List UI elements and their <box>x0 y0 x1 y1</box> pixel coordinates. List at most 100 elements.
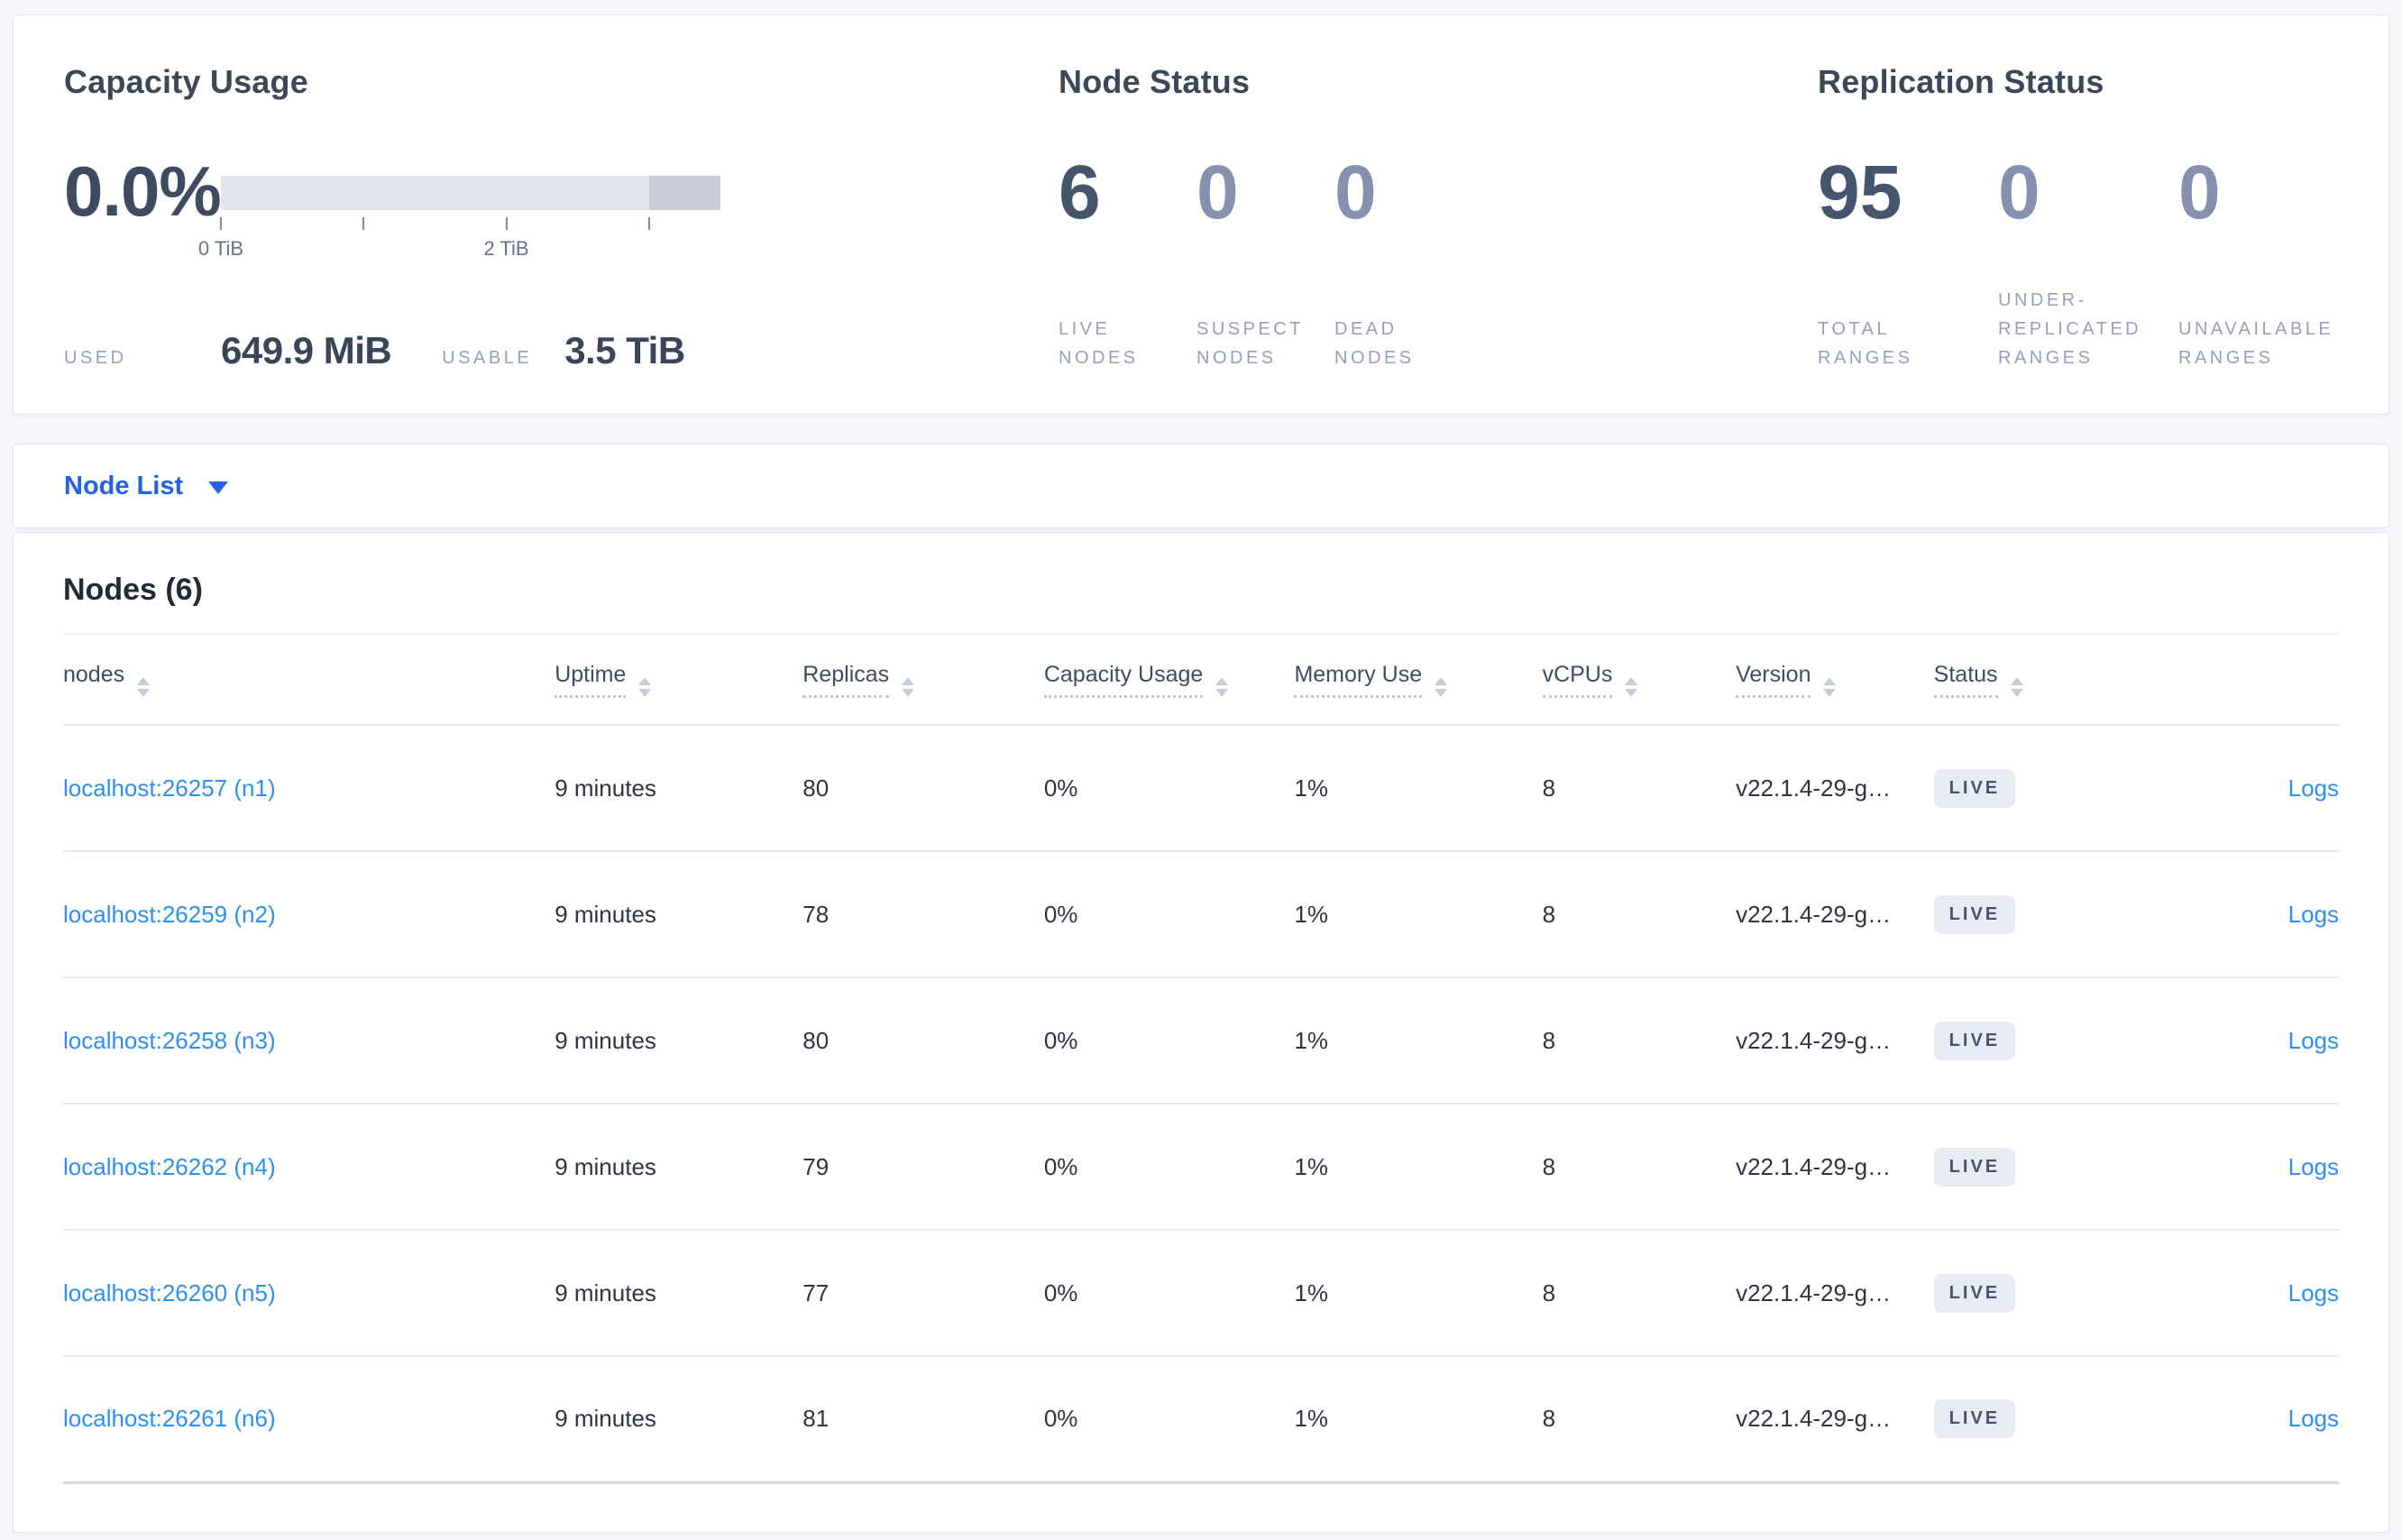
nodes-table-card: Nodes (6) nodes Uptime Replicas <box>13 532 2389 1533</box>
total-ranges-stat: 95 TOTAL RANGES <box>1818 154 1998 372</box>
nodes-table-heading: Nodes (6) <box>63 573 203 607</box>
logs-link[interactable]: Logs <box>2287 900 2339 928</box>
uptime-cell: 9 minutes <box>555 1356 803 1484</box>
replicas-cell: 77 <box>802 1230 1044 1357</box>
view-selector-label: Node List <box>64 471 184 500</box>
logs-link[interactable]: Logs <box>2287 1279 2339 1306</box>
view-selector-dropdown[interactable]: Node List <box>13 444 2389 528</box>
axis-tick-label: 0 TiB <box>197 237 244 260</box>
uptime-cell: 9 minutes <box>555 725 803 852</box>
column-header-vcpus[interactable]: vCPUs <box>1542 635 1737 726</box>
used-label: USED <box>64 348 127 368</box>
logs-link[interactable]: Logs <box>2287 774 2339 802</box>
sort-icon <box>1435 677 1448 697</box>
status-badge: LIVE <box>1933 1399 2016 1439</box>
suspect-nodes-label: SUSPECT NODES <box>1196 319 1304 368</box>
node-link[interactable]: localhost:26260 (n5) <box>63 1279 276 1306</box>
chevron-down-icon <box>208 481 229 494</box>
capacity-usage-section: Capacity Usage 0.0% 0 TiB <box>64 62 1059 372</box>
vcpus-cell: 8 <box>1542 851 1737 978</box>
replicas-cell: 81 <box>802 1356 1044 1484</box>
version-cell: v22.1.4-29-g… <box>1736 851 1934 978</box>
column-header-memory-use[interactable]: Memory Use <box>1294 635 1543 726</box>
memory-use-cell: 1% <box>1294 725 1543 852</box>
node-link[interactable]: localhost:26262 (n4) <box>63 1152 276 1180</box>
logs-link[interactable]: Logs <box>2287 1026 2339 1054</box>
capacity-usage-bar: 0 TiB 2 TiB <box>198 154 720 270</box>
replicas-cell: 78 <box>802 851 1044 978</box>
capacity-usage-title: Capacity Usage <box>64 63 308 100</box>
column-header-version[interactable]: Version <box>1736 635 1934 726</box>
dead-nodes-value: 0 <box>1334 150 1377 234</box>
status-badge: LIVE <box>1933 1021 2016 1060</box>
status-badge: LIVE <box>1933 1147 2016 1187</box>
replication-status-title: Replication Status <box>1818 63 2104 100</box>
table-row: localhost:26258 (n3) 9 minutes 80 0% 1% … <box>63 977 2339 1105</box>
unavailable-ranges-stat: 0 UNAVAILABLE RANGES <box>2178 154 2333 372</box>
node-link[interactable]: localhost:26261 (n6) <box>63 1405 276 1433</box>
table-row: localhost:26262 (n4) 9 minutes 79 0% 1% … <box>63 1104 2339 1231</box>
suspect-nodes-stat: 0 SUSPECT NODES <box>1196 154 1334 372</box>
used-value: 649.9 MiB <box>221 329 392 371</box>
node-link[interactable]: localhost:26257 (n1) <box>63 774 276 802</box>
column-header-replicas[interactable]: Replicas <box>802 635 1044 726</box>
version-cell: v22.1.4-29-g… <box>1736 977 1934 1105</box>
node-status-section: Node Status 6 LIVE NODES 0 SUSPECT NODES… <box>1059 62 1818 372</box>
uptime-cell: 9 minutes <box>555 1230 803 1357</box>
capacity-usage-cell: 0% <box>1043 1104 1295 1231</box>
capacity-usage-cell: 0% <box>1043 725 1295 852</box>
capacity-bar-axis: 0 TiB 2 TiB <box>198 217 720 270</box>
replicas-cell: 80 <box>802 725 1044 852</box>
usable-label: USABLE <box>442 348 533 368</box>
under-replicated-ranges-label: UNDER- REPLICATED RANGES <box>1998 290 2142 368</box>
total-ranges-label: TOTAL RANGES <box>1818 319 1913 368</box>
sort-icon <box>137 677 151 697</box>
suspect-nodes-value: 0 <box>1196 150 1239 234</box>
version-cell: v22.1.4-29-g… <box>1736 1356 1934 1484</box>
sort-icon <box>638 677 652 697</box>
vcpus-cell: 8 <box>1542 977 1737 1105</box>
status-badge: LIVE <box>1933 768 2016 808</box>
uptime-cell: 9 minutes <box>555 977 803 1105</box>
live-nodes-value: 6 <box>1059 150 1101 234</box>
column-header-uptime[interactable]: Uptime <box>555 635 803 726</box>
sort-icon <box>902 677 915 697</box>
dead-nodes-stat: 0 DEAD NODES <box>1334 154 1472 372</box>
table-row: localhost:26260 (n5) 9 minutes 77 0% 1% … <box>63 1230 2339 1357</box>
sort-icon <box>1215 677 1229 697</box>
version-cell: v22.1.4-29-g… <box>1736 1104 1934 1231</box>
cluster-overview-card: Capacity Usage 0.0% 0 TiB <box>13 14 2389 415</box>
vcpus-cell: 8 <box>1542 1104 1737 1231</box>
node-link[interactable]: localhost:26258 (n3) <box>63 1026 276 1054</box>
axis-tick-label: 2 TiB <box>483 237 529 260</box>
axis-tick <box>505 217 508 230</box>
usable-value: 3.5 TiB <box>564 329 685 371</box>
table-row: localhost:26257 (n1) 9 minutes 80 0% 1% … <box>63 725 2339 852</box>
column-header-logs <box>2127 635 2339 726</box>
sort-icon <box>2010 677 2023 697</box>
column-header-capacity-usage[interactable]: Capacity Usage <box>1043 635 1295 726</box>
replicas-cell: 79 <box>802 1104 1044 1231</box>
node-link[interactable]: localhost:26259 (n2) <box>63 900 276 928</box>
axis-tick <box>647 217 650 230</box>
capacity-usage-cell: 0% <box>1043 1230 1295 1357</box>
dead-nodes-label: DEAD NODES <box>1334 319 1415 368</box>
memory-use-cell: 1% <box>1294 977 1543 1105</box>
column-header-status[interactable]: Status <box>1933 635 2128 726</box>
logs-link[interactable]: Logs <box>2287 1152 2339 1180</box>
node-status-title: Node Status <box>1059 63 1251 100</box>
vcpus-cell: 8 <box>1542 725 1737 852</box>
heading-divider <box>63 633 2339 635</box>
logs-link[interactable]: Logs <box>2287 1405 2339 1433</box>
memory-use-cell: 1% <box>1294 851 1543 978</box>
status-badge: LIVE <box>1933 894 2016 934</box>
total-ranges-value: 95 <box>1818 150 1902 234</box>
under-replicated-ranges-stat: 0 UNDER- REPLICATED RANGES <box>1998 154 2178 372</box>
nodes-table: nodes Uptime Replicas Capacity Usage Mem… <box>63 635 2339 1484</box>
memory-use-cell: 1% <box>1294 1356 1543 1484</box>
live-nodes-label: LIVE NODES <box>1059 319 1139 368</box>
uptime-cell: 9 minutes <box>555 851 803 978</box>
column-header-nodes[interactable]: nodes <box>63 635 555 726</box>
table-row: localhost:26259 (n2) 9 minutes 78 0% 1% … <box>63 851 2339 978</box>
table-row: localhost:26261 (n6) 9 minutes 81 0% 1% … <box>63 1356 2339 1484</box>
